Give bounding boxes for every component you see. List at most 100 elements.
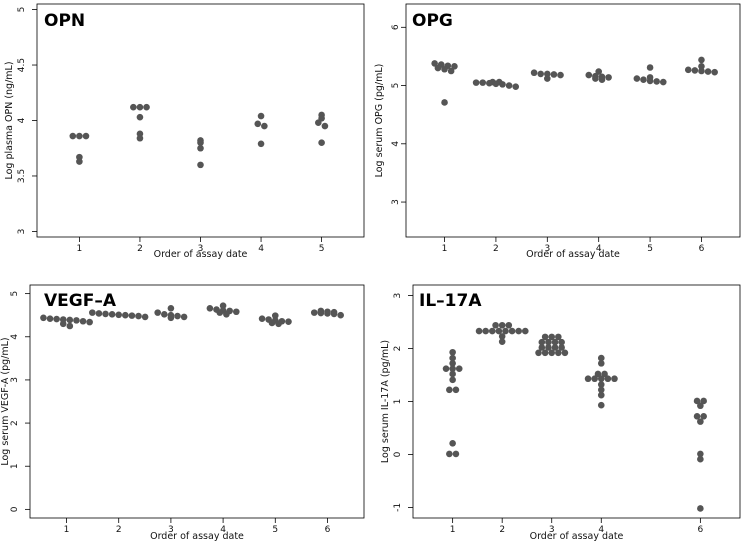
data-point — [544, 70, 551, 78]
data-point — [597, 354, 605, 362]
data-point — [115, 311, 123, 319]
data-point — [502, 327, 509, 335]
panel-title: IL–17A — [419, 291, 482, 311]
data-point — [136, 113, 144, 121]
data-point — [318, 139, 325, 146]
data-point — [711, 68, 718, 76]
data-point — [611, 375, 618, 383]
x-tick-label: 3 — [544, 244, 550, 254]
data-point — [167, 305, 175, 312]
data-point — [40, 314, 47, 322]
data-point — [653, 78, 660, 85]
data-point — [550, 71, 558, 78]
data-point — [558, 338, 565, 346]
data-point — [434, 64, 442, 72]
data-point — [704, 68, 712, 75]
y-tick-label: 5 — [17, 7, 27, 13]
x-tick-label: 4 — [598, 525, 604, 535]
data-point — [597, 401, 605, 409]
data-point — [130, 103, 137, 111]
data-point — [592, 75, 599, 82]
x-tick-label: 2 — [116, 525, 122, 535]
data-point — [46, 315, 54, 322]
data-point — [136, 134, 144, 142]
data-point — [541, 333, 549, 341]
data-point — [535, 349, 542, 357]
data-point — [232, 308, 240, 316]
data-point — [591, 375, 598, 383]
data-point — [441, 65, 448, 73]
x-tick-label: 6 — [697, 525, 703, 535]
data-point — [585, 71, 593, 79]
data-point — [154, 309, 162, 316]
data-point — [555, 349, 562, 357]
data-point — [82, 132, 90, 140]
y-tick-label: 4 — [10, 334, 20, 340]
y-tick-label: 3.5 — [17, 169, 27, 183]
data-point — [508, 327, 516, 335]
data-point — [455, 365, 463, 372]
data-point — [548, 333, 556, 341]
data-point — [271, 312, 279, 319]
data-point — [141, 313, 149, 321]
data-point — [258, 315, 266, 322]
data-point — [505, 321, 513, 329]
data-point — [482, 327, 489, 335]
x-tick-label: 3 — [549, 525, 555, 535]
data-point — [167, 314, 175, 322]
data-point — [486, 79, 493, 87]
plot-frame — [29, 284, 365, 519]
data-point — [597, 386, 605, 394]
data-point — [700, 397, 707, 405]
x-axis-title: Order of assay date — [526, 249, 620, 260]
data-point — [693, 397, 701, 405]
data-point — [646, 77, 654, 85]
data-point — [691, 67, 699, 74]
x-tick-label: 5 — [272, 525, 278, 535]
data-point — [66, 322, 74, 330]
data-point — [545, 338, 552, 346]
panel-opn: OPN 3 3.5 4 4.5 5 1 2 3 4 5 Order of assay date Log … — [4, 3, 365, 260]
data-point — [537, 70, 545, 78]
y-tick-label: 4 — [17, 117, 27, 123]
data-point — [59, 320, 67, 328]
y-tick-label: 4 — [391, 141, 401, 147]
data-point — [128, 312, 136, 319]
data-point — [698, 67, 705, 75]
data-point — [659, 78, 667, 86]
data-point — [321, 122, 329, 130]
x-tick-label: 5 — [319, 244, 325, 254]
data-point — [447, 67, 455, 75]
data-point — [143, 103, 150, 111]
data-point — [698, 56, 705, 64]
data-point — [697, 505, 704, 512]
data-point — [551, 338, 559, 346]
data-point — [136, 103, 144, 111]
y-tick-label: 2 — [393, 346, 403, 352]
y-axis-title: Log serum OPG (pg/mL) — [374, 64, 385, 178]
data-point — [544, 75, 551, 82]
data-point — [135, 312, 142, 320]
y-tick-label: -1 — [393, 503, 403, 512]
data-point — [684, 66, 692, 74]
data-point — [633, 75, 641, 82]
x-tick-label: 6 — [325, 525, 331, 535]
data-point — [197, 139, 204, 146]
data-point — [646, 64, 654, 71]
data-point — [86, 318, 93, 326]
data-point — [555, 333, 562, 341]
data-point — [446, 386, 453, 394]
data-point — [275, 320, 282, 328]
y-tick-label: 6 — [391, 24, 401, 30]
panels: OPN 3 3.5 4 4.5 5 1 2 3 4 5 Order of assay date Log … — [0, 3, 741, 542]
data-point — [206, 305, 214, 312]
x-axis-title: Order of assay date — [154, 249, 248, 260]
panel-title: OPG — [412, 11, 453, 31]
y-axis-title: Log serum VEGF-A (pg/mL) — [0, 337, 11, 465]
data-point — [475, 327, 483, 335]
y-tick-label: 0 — [393, 451, 403, 457]
y-tick-label: 5 — [391, 83, 401, 89]
data-point — [89, 309, 96, 316]
data-point — [472, 79, 480, 86]
